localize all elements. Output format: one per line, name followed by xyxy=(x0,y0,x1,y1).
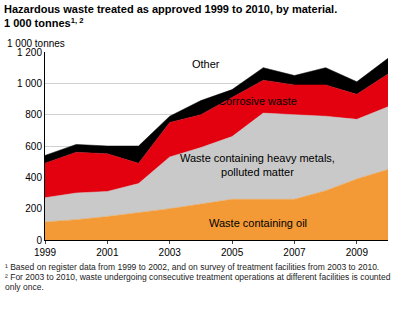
svg-text:400: 400 xyxy=(25,172,42,183)
svg-text:800: 800 xyxy=(25,109,42,120)
svg-text:2009: 2009 xyxy=(346,247,369,258)
svg-text:2003: 2003 xyxy=(159,247,182,258)
svg-text:Other: Other xyxy=(192,58,220,70)
html-text:¹ Based on register data from: ¹ Based on register data from 1999 to 20… xyxy=(5,262,380,272)
svg-text:Corrosive waste: Corrosive waste xyxy=(218,95,297,107)
html-text:² For 2003 to 2010, waste unde: ² For 2003 to 2010, waste undergoing con… xyxy=(5,272,391,292)
svg-text:1 000: 1 000 xyxy=(17,78,42,89)
svg-text:2005: 2005 xyxy=(221,247,244,258)
svg-text:0: 0 xyxy=(36,235,42,246)
svg-text:600: 600 xyxy=(25,141,42,152)
svg-text:Waste containing heavy metals,: Waste containing heavy metals,polluted m… xyxy=(180,152,335,178)
svg-text:1999: 1999 xyxy=(34,247,57,258)
svg-text:1 200: 1 200 xyxy=(17,47,42,58)
svg-text:Waste containing oil: Waste containing oil xyxy=(209,217,307,229)
svg-text:Hazardous waste treated as app: Hazardous waste treated as approved 1999… xyxy=(4,3,337,29)
svg-text:200: 200 xyxy=(25,203,42,214)
svg-text:2007: 2007 xyxy=(283,247,306,258)
svg-text:1 000 tonnes: 1 000 tonnes xyxy=(7,38,65,49)
svg-text:2001: 2001 xyxy=(96,247,119,258)
